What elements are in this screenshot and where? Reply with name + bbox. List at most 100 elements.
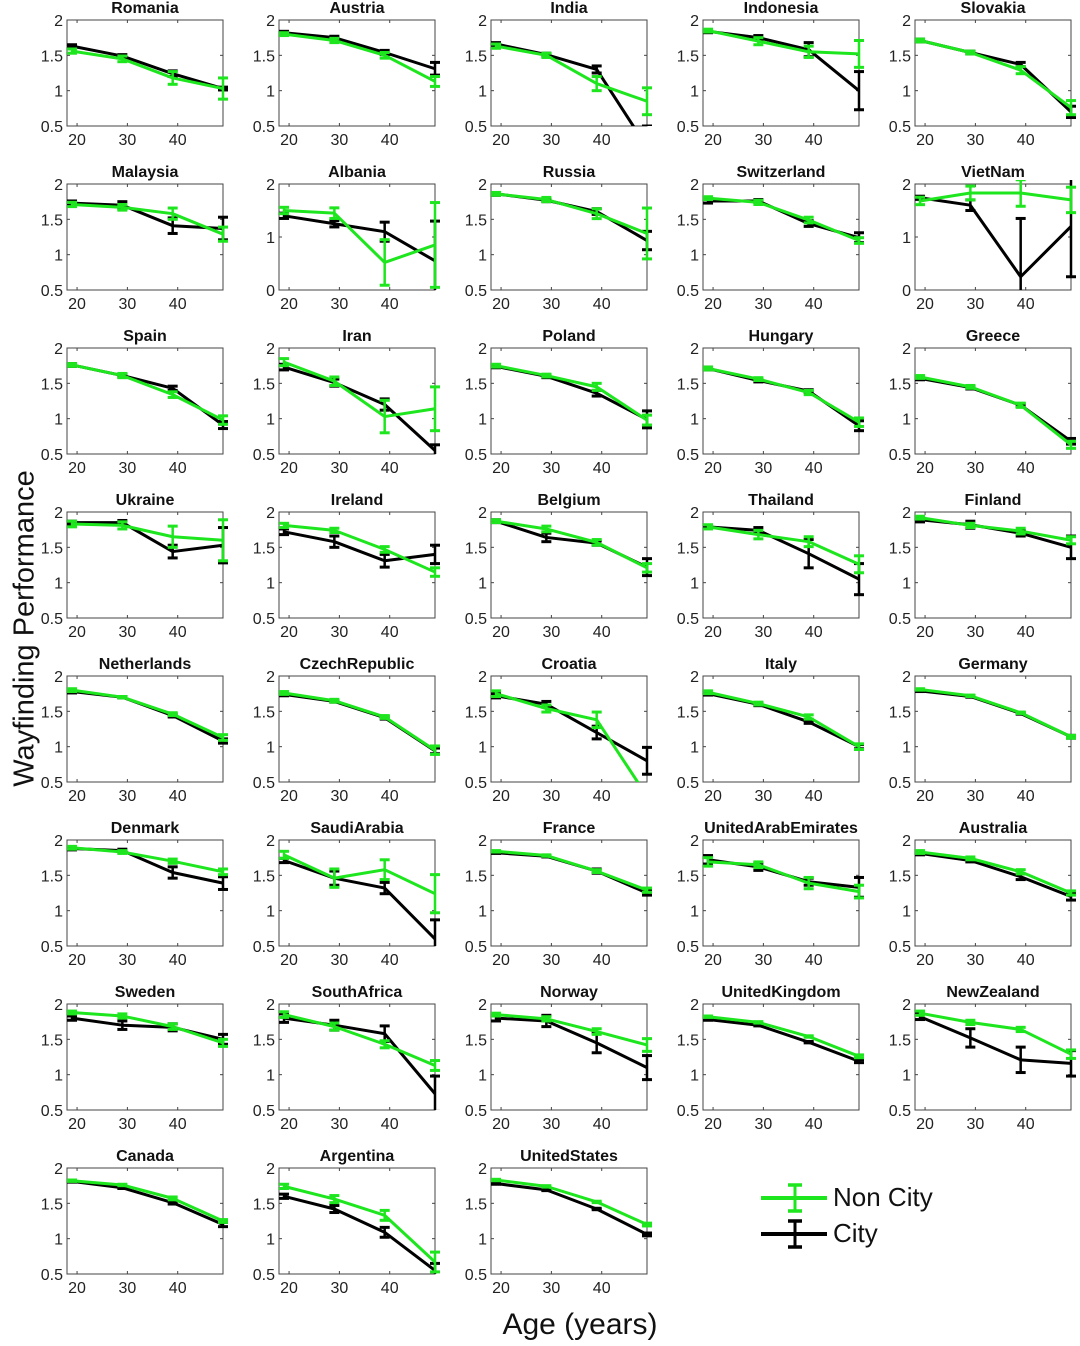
error-bar (67, 47, 78, 55)
y-tick-label: 0.5 (889, 1103, 911, 1120)
y-tick-label: 1 (478, 576, 487, 593)
plot-area-frame (702, 347, 860, 455)
y-tick-label: 1.5 (465, 48, 487, 65)
error-bar (915, 1009, 926, 1017)
error-bar (591, 207, 602, 221)
error-bar (703, 1017, 714, 1022)
series-city (491, 1181, 652, 1238)
plot-area-frame (914, 1003, 1072, 1111)
x-tick-label: 20 (280, 952, 298, 969)
x-tick-label: 40 (593, 296, 611, 313)
series-line-non-city (283, 691, 436, 752)
series-line-non-city (707, 1015, 860, 1058)
error-bar (279, 1192, 290, 1200)
y-tick-label: 1 (478, 1068, 487, 1085)
panel-iran: Iran 0.5 1 1.5 2 20 30 40 (253, 328, 440, 477)
error-bar (329, 534, 340, 549)
y-tick-label: 0.5 (465, 1103, 487, 1120)
y-tick-label: 0.5 (465, 939, 487, 956)
series-line-non-city (707, 196, 860, 242)
x-tick-label: 20 (68, 1116, 86, 1133)
x-tick-label: 20 (280, 296, 298, 313)
error-bar (379, 51, 390, 60)
error-bar (854, 742, 864, 751)
y-tick-label: 1 (478, 412, 487, 429)
error-bar (965, 1018, 976, 1026)
error-bar (379, 545, 390, 554)
error-bar (167, 70, 178, 86)
error-bar (430, 918, 440, 946)
x-tick-label: 20 (492, 296, 510, 313)
error-bar (67, 844, 78, 851)
error-bar (379, 1208, 390, 1222)
series-line-city (495, 1016, 648, 1069)
panel-title: Romania (111, 0, 179, 17)
error-bar (642, 745, 652, 776)
y-tick-label: 1 (266, 904, 275, 921)
series-line-non-city (283, 32, 436, 83)
error-bar (915, 514, 926, 521)
series-non-city (491, 42, 652, 117)
error-bar (117, 849, 128, 855)
x-tick-label: 30 (542, 460, 560, 477)
x-tick-label: 40 (805, 1116, 823, 1133)
x-tick-label: 20 (68, 624, 86, 641)
legend-swatch-non-city (761, 1183, 827, 1213)
error-bar (915, 849, 926, 855)
x-tick-label: 40 (169, 132, 187, 149)
error-bar (329, 526, 340, 534)
panel-albania: Albania 0 1 2 20 30 40 (266, 164, 440, 313)
series-non-city (67, 47, 228, 101)
panel-canada: Canada 0.5 1 1.5 2 20 30 40 (41, 1148, 228, 1297)
error-bar (591, 868, 602, 875)
x-tick-label: 40 (381, 1116, 399, 1133)
series-line-city (71, 1179, 224, 1226)
panel-finland: Finland 0.5 1 1.5 2 20 30 40 (889, 492, 1076, 641)
series-line-city (495, 192, 648, 242)
panel-title: Denmark (111, 820, 180, 837)
panel-title: Italy (765, 656, 797, 673)
y-tick-label: 1.5 (465, 704, 487, 721)
error-bar (965, 521, 976, 530)
y-tick-label: 0.5 (677, 283, 699, 300)
error-bar (491, 1011, 502, 1018)
x-tick-label: 30 (542, 132, 560, 149)
panel-ireland: Ireland 0.5 1 1.5 2 20 30 40 (253, 492, 440, 641)
error-bar (1066, 889, 1076, 897)
error-bar (67, 362, 78, 368)
y-tick-label: 2 (690, 997, 699, 1014)
series-city (915, 850, 1076, 902)
y-tick-label: 1 (266, 1232, 275, 1249)
series-line-non-city (919, 375, 1072, 446)
x-tick-label: 20 (916, 132, 934, 149)
panel-slovakia: Slovakia 0.5 1 1.5 2 20 30 40 (889, 0, 1076, 149)
plot-area-frame (490, 347, 648, 455)
legend-label-city: City (833, 1218, 878, 1248)
plot-area-frame (66, 183, 224, 291)
x-tick-label: 20 (916, 460, 934, 477)
series-non-city (491, 849, 652, 894)
error-bar (430, 201, 440, 289)
y-tick-label: 2 (54, 669, 63, 686)
error-bar (753, 700, 764, 707)
y-tick-label: 1 (266, 1068, 275, 1085)
error-bar (642, 86, 652, 117)
error-bar (1015, 1045, 1026, 1075)
x-tick-label: 40 (169, 1280, 187, 1297)
series-line-city (707, 525, 860, 581)
error-bar (491, 518, 502, 525)
series-non-city (915, 1009, 1076, 1060)
x-tick-label: 30 (966, 952, 984, 969)
x-tick-label: 20 (916, 788, 934, 805)
y-tick-label: 1.5 (253, 868, 275, 885)
x-tick-label: 20 (68, 788, 86, 805)
error-bar (591, 1027, 602, 1036)
y-tick-label: 1.5 (677, 212, 699, 229)
series-line-non-city (495, 692, 640, 782)
error-bar (67, 1009, 78, 1016)
error-bar (753, 1020, 764, 1025)
error-bar (167, 390, 178, 399)
panel-poland: Poland 0.5 1 1.5 2 20 30 40 (465, 328, 652, 477)
error-bar (430, 1250, 440, 1274)
error-bar (430, 566, 440, 578)
